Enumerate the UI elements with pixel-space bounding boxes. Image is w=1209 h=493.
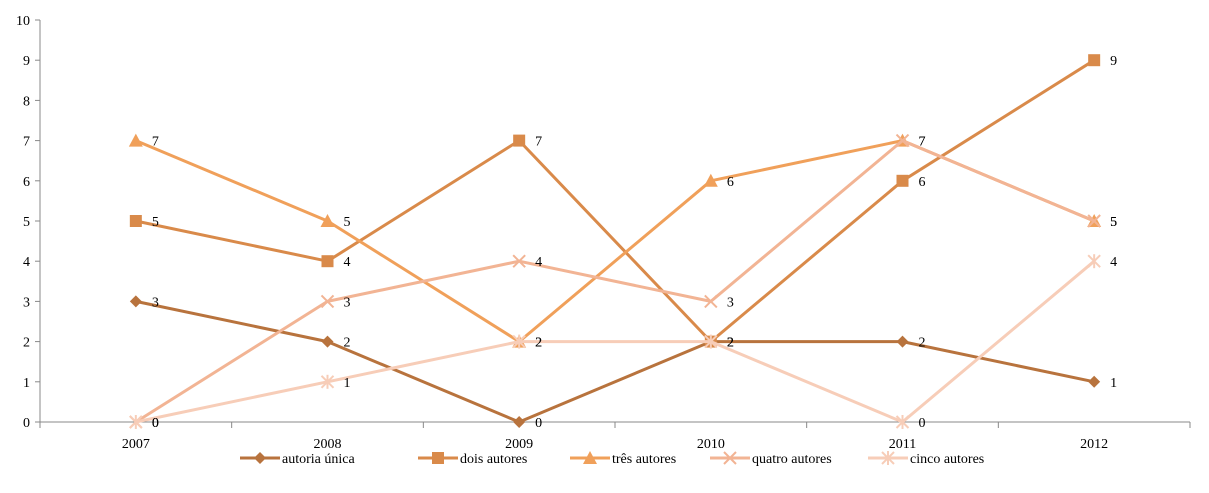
legend-label: três autores bbox=[612, 452, 676, 467]
data-point bbox=[513, 134, 526, 147]
legend-label: quatro autores bbox=[752, 452, 832, 467]
data-point bbox=[321, 335, 334, 348]
data-label: 9 bbox=[1110, 54, 1117, 69]
data-point bbox=[1087, 214, 1101, 228]
data-label: 7 bbox=[919, 135, 926, 150]
data-point bbox=[896, 174, 909, 187]
data-label: 5 bbox=[1110, 215, 1117, 230]
data-point bbox=[320, 294, 335, 309]
legend-item: autoria única bbox=[240, 452, 355, 467]
data-label: 3 bbox=[152, 295, 159, 310]
series-0 bbox=[129, 295, 1101, 428]
data-point bbox=[1088, 54, 1101, 67]
data-label: 5 bbox=[152, 215, 159, 230]
y-tick-label: 9 bbox=[23, 54, 30, 69]
legend-label: autoria única bbox=[282, 452, 355, 467]
data-label: 2 bbox=[535, 336, 542, 351]
series-4 bbox=[129, 254, 1101, 429]
data-label: 7 bbox=[919, 135, 926, 150]
data-point bbox=[896, 335, 909, 348]
y-tick-label: 7 bbox=[23, 135, 30, 150]
x-tick-label: 2009 bbox=[505, 437, 533, 452]
data-label: 7 bbox=[535, 135, 542, 150]
data-label: 2 bbox=[727, 336, 734, 351]
chart-series bbox=[128, 54, 1102, 429]
legend-marker bbox=[254, 452, 266, 464]
legend-item: cinco autores bbox=[868, 451, 984, 467]
data-label: 3 bbox=[727, 295, 734, 310]
x-tick-label: 2011 bbox=[889, 437, 916, 452]
y-tick-label: 0 bbox=[23, 416, 30, 431]
data-point bbox=[321, 255, 334, 268]
data-label: 2 bbox=[919, 336, 926, 351]
data-label: 2 bbox=[727, 336, 734, 351]
data-point bbox=[129, 295, 142, 308]
legend-label: cinco autores bbox=[910, 452, 984, 467]
data-label: 0 bbox=[152, 416, 159, 431]
series-1 bbox=[129, 54, 1101, 348]
data-label: 2 bbox=[535, 336, 542, 351]
data-point bbox=[703, 173, 718, 187]
data-label: 4 bbox=[344, 255, 351, 270]
legend-item: três autores bbox=[570, 451, 676, 467]
x-tick-label: 2007 bbox=[122, 437, 150, 452]
series-3 bbox=[129, 133, 1101, 429]
legend-item: quatro autores bbox=[710, 451, 832, 467]
series-line bbox=[135, 58, 1095, 344]
data-point bbox=[1087, 254, 1101, 269]
data-label: 1 bbox=[344, 376, 351, 391]
data-point bbox=[704, 334, 718, 349]
x-tick-label: 2012 bbox=[1080, 437, 1108, 452]
legend-item: dois autores bbox=[418, 452, 527, 467]
data-label: 3 bbox=[344, 295, 351, 310]
legend-marker bbox=[723, 451, 737, 465]
y-tick-label: 10 bbox=[16, 14, 30, 29]
y-tick-label: 8 bbox=[23, 94, 30, 109]
x-tick-label: 2010 bbox=[697, 437, 725, 452]
legend-marker bbox=[432, 452, 444, 464]
data-label: 2 bbox=[344, 336, 351, 351]
series-line bbox=[135, 139, 1095, 424]
data-label: 1 bbox=[1110, 376, 1117, 391]
data-point bbox=[1088, 375, 1101, 388]
data-label: 7 bbox=[152, 135, 159, 150]
data-point bbox=[128, 133, 143, 147]
y-tick-label: 6 bbox=[23, 175, 30, 190]
data-label: 2 bbox=[727, 336, 734, 351]
data-point bbox=[129, 415, 143, 429]
data-label: 0 bbox=[152, 416, 159, 431]
x-tick-label: 2008 bbox=[314, 437, 342, 452]
chart-legend: autoria única dois autores três autores qua… bbox=[240, 451, 984, 467]
data-point bbox=[320, 214, 335, 227]
y-tick-label: 2 bbox=[23, 336, 30, 351]
data-label: 6 bbox=[919, 175, 926, 190]
y-tick-label: 4 bbox=[23, 255, 30, 270]
data-point bbox=[129, 215, 142, 227]
data-point bbox=[895, 415, 910, 429]
data-point bbox=[512, 334, 526, 349]
data-point bbox=[320, 374, 335, 389]
data-label: 4 bbox=[1110, 255, 1117, 270]
legend-marker bbox=[881, 451, 895, 465]
y-tick-label: 1 bbox=[23, 376, 30, 391]
data-label: 5 bbox=[344, 215, 351, 230]
data-point bbox=[513, 416, 526, 428]
data-label: 0 bbox=[535, 416, 542, 431]
series-line bbox=[135, 260, 1096, 424]
legend-label: dois autores bbox=[460, 452, 527, 467]
y-tick-label: 5 bbox=[23, 215, 30, 230]
data-point bbox=[895, 133, 910, 148]
y-tick-label: 3 bbox=[23, 295, 30, 310]
data-point bbox=[512, 254, 526, 268]
legend-marker bbox=[583, 451, 597, 464]
data-label: 4 bbox=[535, 255, 542, 270]
data-label: 6 bbox=[727, 175, 734, 190]
data-label: 0 bbox=[919, 416, 926, 431]
data-label: 5 bbox=[1110, 215, 1117, 230]
series-line bbox=[135, 299, 1095, 424]
data-point bbox=[704, 294, 718, 309]
